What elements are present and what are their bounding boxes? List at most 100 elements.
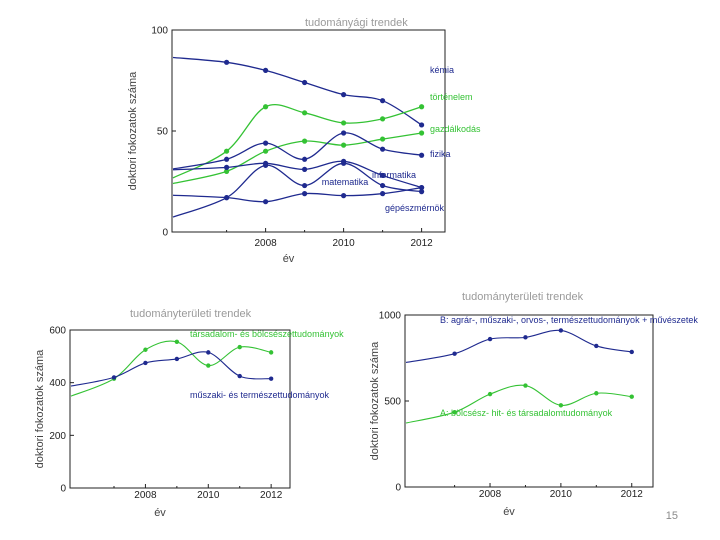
chart-title: tudományterületi trendek bbox=[130, 308, 252, 320]
series-4: fizika bbox=[172, 130, 451, 170]
data-point bbox=[419, 122, 425, 128]
data-point bbox=[419, 152, 425, 158]
y-tick-label: 0 bbox=[162, 228, 168, 239]
data-point bbox=[341, 120, 347, 126]
x-tick-label: 2012 bbox=[621, 489, 644, 500]
data-point bbox=[143, 360, 148, 366]
series-label: kémia bbox=[430, 65, 454, 75]
data-point bbox=[302, 156, 308, 162]
y-tick-label: 200 bbox=[49, 431, 66, 442]
x-tick-label: 2008 bbox=[134, 490, 157, 501]
x-axis-label: év bbox=[503, 506, 515, 518]
data-point bbox=[143, 347, 148, 352]
y-axis-label: doktori fokozatok száma bbox=[369, 341, 381, 460]
data-point bbox=[629, 394, 634, 399]
data-point bbox=[380, 191, 386, 197]
x-tick-label: 2008 bbox=[254, 238, 277, 249]
series-label: műszaki- és természettudományok bbox=[190, 390, 330, 400]
data-point bbox=[594, 343, 599, 349]
series-label: társadalom- és bölcsészettudományok bbox=[190, 329, 344, 339]
y-axis-label: doktori fokozatok száma bbox=[34, 349, 46, 468]
series-label: gazdálkodás bbox=[430, 124, 481, 134]
data-point bbox=[380, 116, 386, 122]
data-point bbox=[302, 166, 308, 172]
chart-title: tudományági trendek bbox=[305, 17, 408, 29]
data-point bbox=[263, 67, 269, 73]
data-point bbox=[263, 140, 269, 146]
series-line bbox=[70, 340, 272, 397]
x-axis-label: év bbox=[154, 507, 166, 519]
series-label: A: bölcsész- hit- és társadalomtudományo… bbox=[440, 408, 613, 418]
data-point bbox=[523, 335, 528, 340]
data-point bbox=[263, 199, 269, 205]
data-point bbox=[558, 403, 564, 408]
data-point bbox=[237, 344, 242, 350]
series-label: fizika bbox=[430, 149, 451, 159]
y-tick-label: 600 bbox=[49, 326, 66, 337]
series-2: A: bölcsész- hit- és társadalomtudományo… bbox=[405, 383, 634, 424]
data-point bbox=[558, 328, 564, 333]
data-point bbox=[224, 148, 230, 154]
data-point bbox=[452, 351, 457, 356]
series-label: gépészmérnök bbox=[385, 203, 445, 213]
data-point bbox=[302, 110, 308, 116]
x-tick-label: 2012 bbox=[410, 238, 433, 249]
data-point bbox=[419, 189, 425, 195]
data-point bbox=[419, 184, 425, 191]
data-point bbox=[380, 98, 386, 104]
data-point bbox=[341, 92, 347, 98]
data-point bbox=[629, 349, 634, 355]
data-point bbox=[341, 160, 347, 166]
data-point bbox=[341, 142, 347, 148]
data-point bbox=[268, 350, 274, 355]
data-point bbox=[111, 375, 117, 380]
plot-frame bbox=[404, 314, 654, 488]
x-tick-label: 2008 bbox=[479, 489, 502, 500]
data-point bbox=[206, 350, 211, 355]
chart-2: tudományterületi trendek 0 200 400 600 2008 20… bbox=[34, 308, 344, 519]
y-axis-label: doktori fokozatok száma bbox=[127, 71, 139, 190]
page-number: 15 bbox=[665, 510, 678, 522]
data-point bbox=[523, 383, 528, 388]
chart-3: tudományterületi trendek 0 500 1000 2008 2010… bbox=[369, 291, 698, 518]
data-point bbox=[302, 138, 308, 144]
series-label: B: agrár-, műszaki-, orvos-, természettu… bbox=[440, 315, 698, 325]
data-point bbox=[487, 336, 493, 342]
y-tick-label: 50 bbox=[157, 127, 169, 138]
series-3: gazdálkodás bbox=[172, 124, 481, 185]
series-1: társadalom- és bölcsészettudományok bbox=[70, 329, 344, 397]
data-point bbox=[380, 182, 386, 189]
data-point bbox=[224, 168, 230, 174]
data-point bbox=[237, 373, 242, 379]
data-point bbox=[206, 363, 211, 368]
plot-frame bbox=[69, 329, 291, 489]
data-point bbox=[341, 193, 347, 199]
x-tick-label: 2010 bbox=[332, 238, 355, 249]
series-1: B: agrár-, műszaki-, orvos-, természettu… bbox=[405, 315, 698, 364]
series-label: matematika bbox=[322, 177, 369, 187]
chart-1: tudományági trendek 0 50 100 2008 2010 2012 év d… bbox=[127, 17, 481, 265]
y-tick-label: 0 bbox=[395, 483, 401, 494]
data-point bbox=[302, 191, 308, 197]
data-point bbox=[224, 195, 230, 201]
series-line bbox=[172, 56, 422, 126]
data-point bbox=[487, 391, 493, 397]
series-line bbox=[70, 351, 272, 387]
data-point bbox=[263, 104, 269, 110]
y-tick-label: 0 bbox=[60, 484, 66, 495]
data-point bbox=[224, 164, 230, 170]
series-line bbox=[172, 103, 422, 179]
data-point bbox=[174, 339, 180, 345]
y-tick-label: 100 bbox=[151, 26, 168, 37]
y-tick-label: 400 bbox=[49, 378, 66, 389]
series-7: gépészmérnök bbox=[172, 184, 445, 213]
x-tick-label: 2012 bbox=[260, 490, 283, 501]
series-1: kémia bbox=[172, 56, 454, 128]
data-point bbox=[302, 182, 308, 189]
data-point bbox=[174, 356, 180, 362]
series-label: történelem bbox=[430, 92, 473, 102]
data-point bbox=[380, 146, 386, 152]
data-point bbox=[263, 162, 269, 168]
series-2: műszaki- és természettudományok bbox=[70, 350, 330, 400]
